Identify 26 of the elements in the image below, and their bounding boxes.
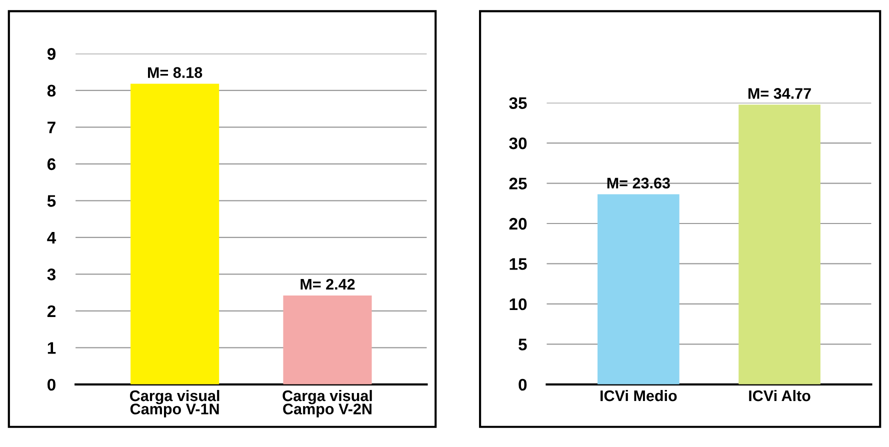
data-label: M= 2.42 — [300, 278, 355, 290]
y-tick-label: 10 — [510, 298, 527, 310]
y-tick-label: 5 — [518, 338, 527, 350]
y-tick-label: 9 — [47, 48, 56, 60]
y-tick-label: 30 — [509, 137, 527, 150]
y-tick-label: 0 — [48, 378, 56, 391]
y-tick-label: 8 — [47, 84, 56, 97]
data-label: M= 8.18 — [148, 67, 202, 78]
y-tick-label: 6 — [47, 158, 56, 170]
data-label: M= 23.63 — [607, 178, 670, 189]
x-tick-label: Carga visual Campo V-2N — [282, 390, 372, 418]
x-tick-label: ICVi Medio — [600, 390, 677, 402]
y-tick-label: 15 — [510, 258, 527, 270]
y-tick-label: 0 — [518, 378, 527, 391]
data-label: M= 34.77 — [748, 88, 811, 99]
y-tick-label: 2 — [47, 305, 56, 317]
y-tick-label: 25 — [509, 178, 527, 190]
y-tick-label: 4 — [47, 232, 56, 244]
x-tick-label: ICVi Alto — [749, 390, 810, 402]
y-tick-label: 35 — [509, 97, 527, 110]
y-tick-label: 7 — [48, 122, 56, 134]
y-tick-label: 3 — [47, 268, 56, 280]
y-tick-label: 20 — [509, 218, 527, 230]
y-tick-label: 1 — [48, 342, 56, 354]
x-tick-label: Carga visual Campo V-1N — [130, 390, 220, 418]
y-tick-label: 5 — [47, 195, 56, 207]
